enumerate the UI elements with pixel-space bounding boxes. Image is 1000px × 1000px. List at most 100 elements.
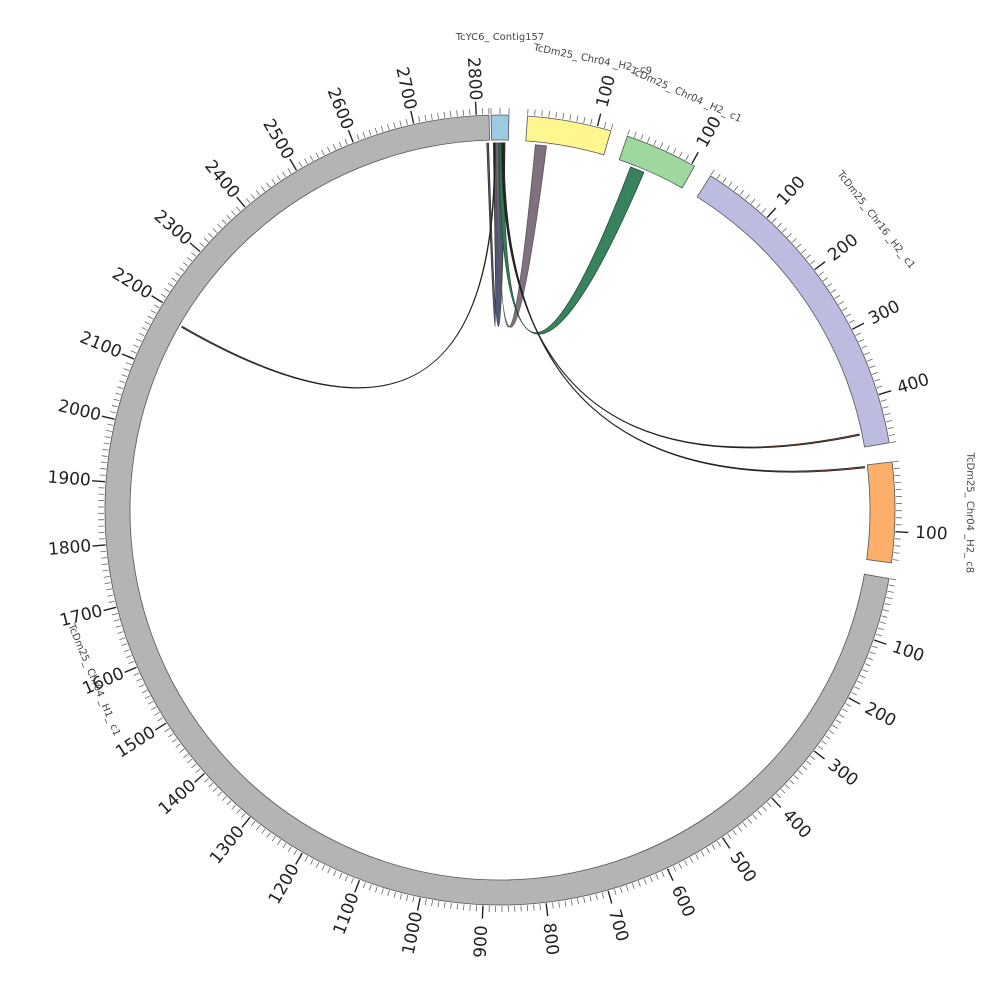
minor-tick xyxy=(327,867,331,874)
minor-tick xyxy=(564,900,567,907)
minor-tick xyxy=(876,385,883,389)
minor-tick xyxy=(99,474,106,476)
minor-tick xyxy=(716,173,721,179)
minor-tick xyxy=(806,760,812,766)
minor-tick xyxy=(643,878,647,885)
minor-tick xyxy=(747,818,753,824)
minor-tick xyxy=(235,206,241,212)
minor-tick xyxy=(562,113,565,120)
major-tick xyxy=(416,897,421,911)
minor-tick xyxy=(381,888,384,895)
minor-tick xyxy=(101,455,108,457)
minor-tick xyxy=(368,129,372,136)
major-tick xyxy=(691,151,699,164)
minor-tick xyxy=(115,625,122,628)
minor-tick xyxy=(589,895,592,902)
minor-tick xyxy=(859,674,866,679)
tick-label: 300 xyxy=(824,755,862,791)
minor-tick xyxy=(304,856,309,862)
minor-tick xyxy=(443,902,446,909)
major-tick xyxy=(103,606,117,612)
minor-tick xyxy=(810,755,816,761)
minor-tick xyxy=(700,850,705,857)
major-tick xyxy=(154,722,167,731)
minor-tick xyxy=(734,185,739,192)
minor-tick xyxy=(147,700,154,705)
minor-tick xyxy=(887,590,894,593)
minor-tick xyxy=(838,714,845,718)
tick-label: 2700 xyxy=(391,65,420,112)
minor-tick xyxy=(780,788,786,794)
minor-tick xyxy=(892,460,900,463)
minor-tick xyxy=(101,563,108,566)
minor-tick xyxy=(115,392,122,396)
tick-label: 200 xyxy=(861,698,899,731)
minor-tick xyxy=(893,467,900,470)
minor-tick xyxy=(678,863,682,869)
tick-label: 1300 xyxy=(206,822,249,868)
minor-tick xyxy=(558,901,561,908)
minor-tick xyxy=(251,820,256,827)
minor-tick xyxy=(105,429,112,432)
minor-tick xyxy=(875,633,882,637)
minor-tick xyxy=(576,115,579,122)
tick-label: 100 xyxy=(593,73,620,109)
minor-tick xyxy=(107,594,114,597)
minor-tick xyxy=(685,154,689,161)
minor-tick xyxy=(102,448,109,451)
link-tcyc6-chr04_h1_c1 xyxy=(181,142,496,389)
minor-tick xyxy=(338,141,342,148)
tick-label: 2800 xyxy=(463,57,486,101)
minor-tick xyxy=(380,125,384,132)
minor-tick xyxy=(298,161,303,168)
major-tick xyxy=(596,113,602,127)
minor-tick xyxy=(877,627,884,631)
tick-label: 1900 xyxy=(47,468,92,491)
minor-tick xyxy=(761,208,767,214)
minor-tick xyxy=(802,765,808,770)
minor-tick xyxy=(762,806,767,812)
minor-tick xyxy=(619,887,623,894)
major-tick xyxy=(481,905,484,919)
tick-label: 2600 xyxy=(323,85,358,133)
minor-tick xyxy=(321,864,325,871)
minor-tick xyxy=(861,345,868,349)
minor-tick xyxy=(851,691,858,696)
minor-tick xyxy=(100,550,107,553)
tick-label: 900 xyxy=(471,925,492,958)
link-tcyc6-chr04_h2_c8 xyxy=(502,142,866,473)
minor-tick xyxy=(443,111,446,118)
minor-tick xyxy=(786,232,792,238)
minor-tick xyxy=(752,814,757,820)
minor-tick xyxy=(412,896,415,903)
minor-tick xyxy=(282,171,287,178)
minor-tick xyxy=(208,232,214,238)
minor-tick xyxy=(463,904,465,911)
minor-tick xyxy=(689,857,694,863)
minor-tick xyxy=(266,182,271,188)
minor-tick xyxy=(785,784,790,790)
minor-tick xyxy=(431,900,434,907)
minor-tick xyxy=(175,743,181,748)
minor-tick xyxy=(141,327,148,331)
minor-tick xyxy=(437,901,440,908)
minor-tick xyxy=(711,844,716,850)
minor-tick xyxy=(277,839,282,845)
minor-tick xyxy=(221,796,227,801)
minor-tick xyxy=(104,436,111,439)
minor-tick xyxy=(154,711,160,716)
minor-tick xyxy=(271,178,276,185)
major-tick xyxy=(121,353,135,360)
minor-tick xyxy=(818,271,824,276)
minor-tick xyxy=(144,321,151,325)
minor-tick xyxy=(625,885,629,892)
minor-tick xyxy=(722,177,727,183)
minor-tick xyxy=(889,578,896,581)
minor-tick xyxy=(595,894,598,901)
minor-tick xyxy=(113,619,120,622)
minor-tick xyxy=(695,854,699,860)
major-tick xyxy=(241,816,251,828)
major-tick xyxy=(101,415,115,420)
minor-tick xyxy=(315,152,319,159)
